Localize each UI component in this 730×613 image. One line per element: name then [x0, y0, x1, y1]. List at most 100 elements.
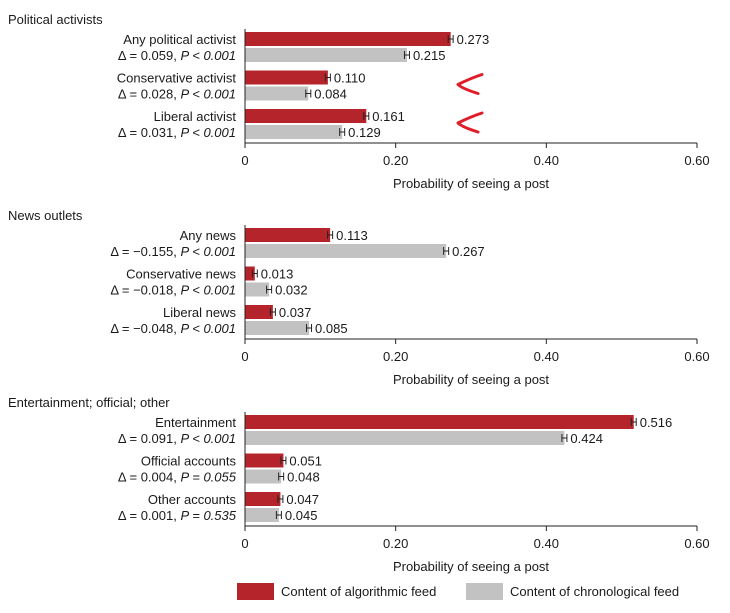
bar-algorithmic — [245, 70, 328, 85]
legend-label-chronological: Content of chronological feed — [510, 584, 679, 599]
data-label: 0.037 — [279, 305, 312, 320]
category-label: Official accounts — [141, 454, 237, 469]
x-tick-label: 0 — [241, 536, 248, 551]
bar-algorithmic — [245, 228, 331, 242]
data-label: 0.045 — [285, 508, 318, 523]
x-axis-title: Probability of seeing a post — [393, 372, 549, 387]
delta-stat: Δ = 0.031, P < 0.001 — [118, 125, 236, 140]
bar-chronological — [245, 282, 270, 297]
bar-algorithmic — [245, 305, 273, 319]
delta-stat: Δ = 0.091, P < 0.001 — [118, 431, 236, 446]
delta-value: Δ = 0.059, — [118, 48, 181, 63]
x-tick-label: 0.20 — [383, 536, 408, 551]
delta-stat: Δ = 0.028, P < 0.001 — [118, 87, 236, 102]
delta-value: Δ = 0.028, — [118, 87, 181, 102]
x-tick-label: 0.60 — [684, 153, 709, 168]
handwritten-check-mark — [456, 73, 484, 95]
data-label: 0.085 — [315, 321, 348, 336]
bar-chronological — [245, 321, 310, 335]
category-label: Liberal news — [163, 305, 236, 320]
p-value: P < 0.001 — [180, 283, 236, 298]
category-label: Conservative activist — [117, 71, 237, 86]
delta-stat: Δ = 0.059, P < 0.001 — [118, 48, 236, 63]
category-label: Conservative news — [126, 267, 236, 282]
delta-value: Δ = −0.048, — [110, 321, 180, 336]
data-label: 0.424 — [570, 431, 603, 446]
data-label: 0.516 — [640, 415, 673, 430]
data-label: 0.047 — [286, 492, 319, 507]
panel-title: News outlets — [8, 208, 83, 223]
data-label: 0.267 — [452, 244, 485, 259]
data-label: 0.048 — [287, 470, 320, 485]
p-value: P = 0.535 — [180, 508, 236, 523]
p-value: P < 0.001 — [180, 125, 236, 140]
panel-title: Entertainment; official; other — [8, 395, 170, 410]
bar-chronological — [245, 469, 282, 484]
panel-3: Entertainment; official; other Entertainm… — [8, 395, 710, 574]
category-label: Liberal activist — [154, 109, 237, 124]
legend: Content of algorithmic feed Content of ch… — [237, 583, 679, 600]
p-value: P < 0.001 — [180, 431, 236, 446]
x-tick-label: 0 — [241, 153, 248, 168]
bar-chronological — [245, 508, 279, 522]
p-value: P = 0.055 — [180, 470, 236, 485]
data-label: 0.084 — [314, 87, 347, 102]
bar-chronological — [245, 125, 343, 139]
delta-value: Δ = 0.031, — [118, 125, 181, 140]
p-value: P < 0.001 — [180, 244, 236, 259]
x-tick-label: 0.40 — [534, 153, 559, 168]
x-tick-label: 0.20 — [383, 349, 408, 364]
x-tick-label: 0.60 — [684, 536, 709, 551]
bar-chronological — [245, 431, 565, 445]
bar-algorithmic — [245, 492, 281, 506]
bar-chronological — [245, 244, 447, 258]
data-label: 0.129 — [348, 125, 381, 140]
data-label: 0.013 — [261, 267, 294, 282]
bar-algorithmic — [245, 32, 451, 46]
category-label: Other accounts — [148, 492, 237, 507]
delta-value: Δ = 0.004, — [118, 470, 181, 485]
data-label: 0.110 — [334, 71, 366, 86]
x-tick-label: 0 — [241, 349, 248, 364]
category-label: Any political activist — [123, 32, 236, 47]
panel-title: Political activists — [8, 12, 103, 27]
x-tick-label: 0.40 — [534, 349, 559, 364]
x-tick-label: 0.40 — [534, 536, 559, 551]
p-value: P < 0.001 — [180, 48, 236, 63]
delta-value: Δ = 0.001, — [118, 508, 181, 523]
delta-value: Δ = 0.091, — [118, 431, 181, 446]
bar-chronological — [245, 86, 309, 101]
delta-value: Δ = −0.155, — [110, 244, 180, 259]
category-label: Entertainment — [155, 415, 236, 430]
bar-algorithmic — [245, 453, 284, 468]
delta-stat: Δ = −0.048, P < 0.001 — [110, 321, 236, 336]
handwritten-check-mark — [456, 111, 484, 134]
bar-algorithmic — [245, 415, 634, 429]
x-tick-label: 0.60 — [684, 349, 709, 364]
data-label: 0.273 — [457, 32, 490, 47]
category-label: Any news — [180, 228, 237, 243]
delta-stat: Δ = −0.018, P < 0.001 — [110, 283, 236, 298]
data-label: 0.051 — [289, 454, 322, 469]
bar-algorithmic — [245, 266, 255, 281]
delta-stat: Δ = −0.155, P < 0.001 — [110, 244, 236, 259]
data-label: 0.215 — [413, 48, 446, 63]
delta-stat: Δ = 0.001, P = 0.535 — [118, 508, 237, 523]
p-value: P < 0.001 — [180, 87, 236, 102]
legend-swatch-algorithmic — [237, 583, 274, 600]
data-label: 0.161 — [372, 109, 405, 124]
legend-label-algorithmic: Content of algorithmic feed — [281, 584, 436, 599]
x-axis-title: Probability of seeing a post — [393, 559, 549, 574]
legend-swatch-chronological — [466, 583, 503, 600]
x-tick-label: 0.20 — [383, 153, 408, 168]
delta-value: Δ = −0.018, — [110, 283, 180, 298]
bar-chronological — [245, 48, 407, 62]
bar-algorithmic — [245, 109, 367, 123]
x-axis-title: Probability of seeing a post — [393, 176, 549, 191]
data-label: 0.032 — [275, 283, 308, 298]
data-label: 0.113 — [336, 228, 368, 243]
delta-stat: Δ = 0.004, P = 0.055 — [118, 470, 237, 485]
p-value: P < 0.001 — [180, 321, 236, 336]
